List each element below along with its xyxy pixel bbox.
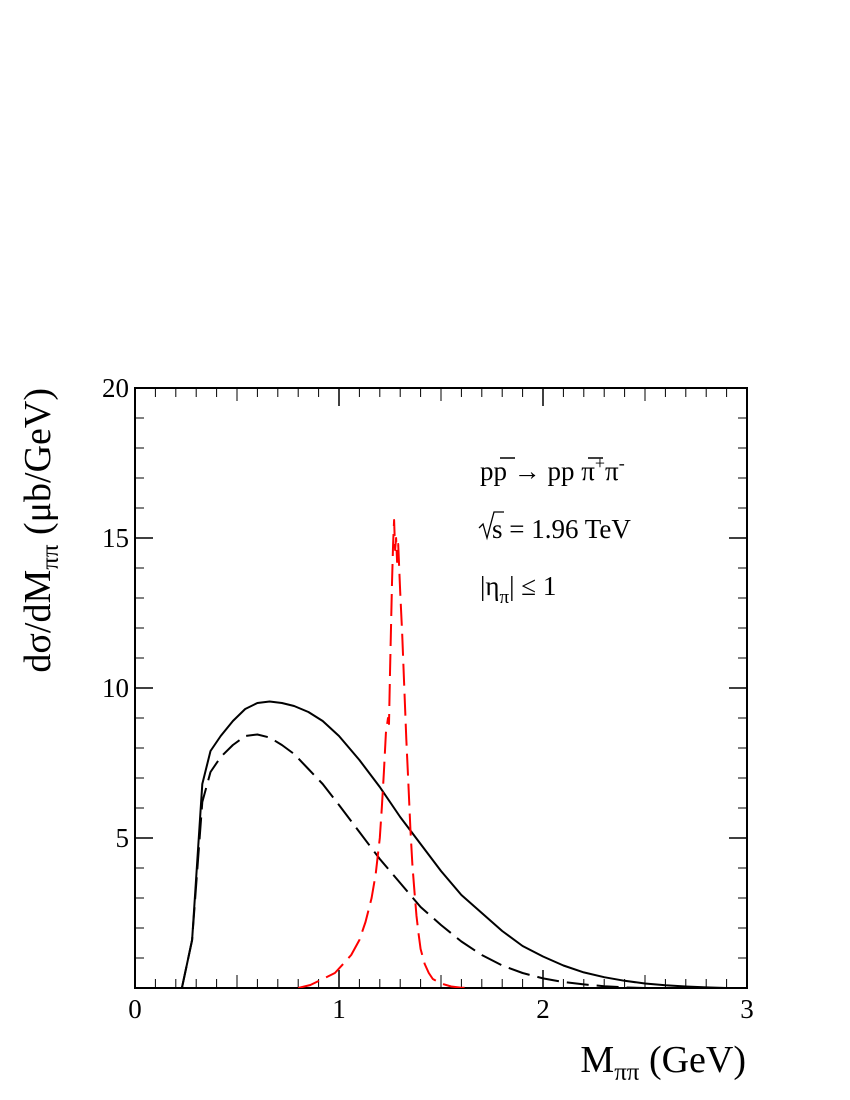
x-tick-label: 3 (740, 994, 754, 1024)
y-axis-title-main: dσ/dM (17, 570, 59, 673)
process-rhs-p: p (548, 456, 562, 486)
x-tick-label: 2 (536, 994, 550, 1024)
y-tick-label: 20 (102, 373, 129, 403)
y-axis-title-sub: ππ (37, 544, 64, 570)
x-axis-title: Mππ (GeV) (580, 1039, 746, 1086)
series-line-2 (180, 733, 646, 988)
energy-text: s = 1.96 TeV (492, 514, 631, 544)
process-pi-minus: π (605, 456, 619, 486)
eta-annotation: |ηπ| ≤ 1 (480, 571, 556, 608)
eta-sub: π (500, 587, 510, 608)
tick-marks (134, 387, 748, 988)
process-lhs-p: p (480, 456, 494, 486)
x-axis-title-sub: ππ (614, 1059, 640, 1086)
sqrt-icon (478, 511, 504, 541)
x-tick-label: 0 (128, 994, 142, 1024)
eta-open: |η (480, 571, 500, 601)
process-sup-minus: - (619, 453, 625, 473)
process-lhs-pbar: p (494, 456, 508, 486)
tick-labels: 0 1 2 3 5 10 15 20 (102, 373, 754, 1024)
y-axis-title: dσ/dMππ (μb/GeV) (17, 388, 64, 673)
svg-text:|ηπ| ≤ 1: |ηπ| ≤ 1 (480, 571, 556, 608)
plot-frame (134, 387, 748, 989)
y-axis-title-unit: (μb/GeV) (17, 388, 59, 545)
energy-annotation: s = 1.96 TeV (478, 511, 631, 544)
x-tick-label: 1 (332, 994, 346, 1024)
y-tick-label: 5 (116, 823, 130, 853)
eta-close: | ≤ 1 (509, 571, 556, 601)
data-curves (180, 519, 727, 988)
y-tick-label: 15 (102, 523, 129, 553)
svg-text:pp → pp π+π-: pp → pp π+π- (480, 453, 625, 486)
process-arrow: → (507, 456, 548, 486)
series-line-1 (180, 700, 727, 988)
series-line-3 (297, 519, 472, 988)
x-axis-title-unit: (GeV) (639, 1039, 746, 1081)
y-tick-label: 10 (102, 673, 129, 703)
process-pi-plus: π (575, 456, 596, 486)
x-axis-title-main: M (580, 1039, 614, 1081)
svg-text:s = 1.96 TeV: s = 1.96 TeV (492, 514, 631, 544)
process-sup-plus: + (595, 453, 605, 473)
process-annotation: pp → pp π+π- (480, 453, 625, 486)
process-rhs-pbar: p (561, 456, 575, 486)
